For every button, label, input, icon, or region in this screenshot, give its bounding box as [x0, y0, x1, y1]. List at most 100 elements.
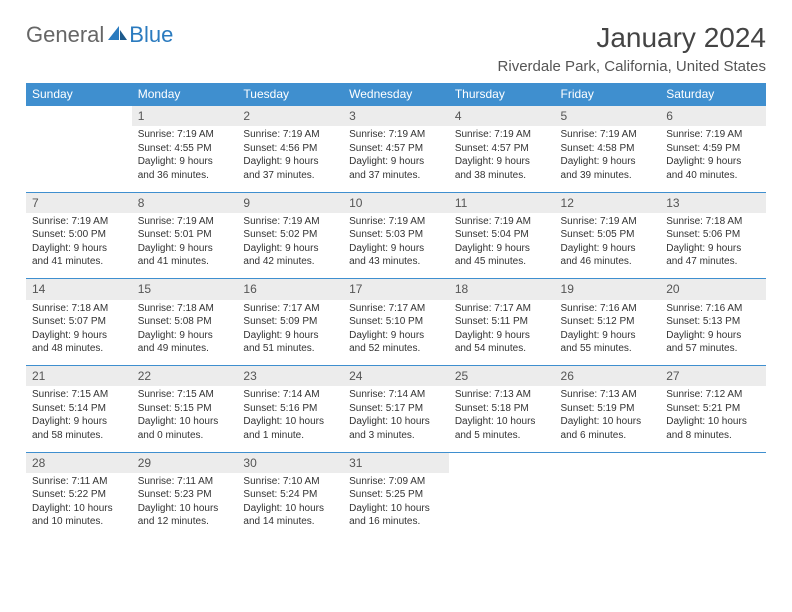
day-info-cell: Sunrise: 7:13 AMSunset: 5:19 PMDaylight:… — [555, 386, 661, 452]
sunset-text: Sunset: 5:15 PM — [138, 402, 232, 416]
sunrise-text: Sunrise: 7:19 AM — [32, 215, 126, 229]
day-number-cell: 18 — [449, 279, 555, 300]
day-info-cell: Sunrise: 7:17 AMSunset: 5:10 PMDaylight:… — [343, 300, 449, 366]
sunrise-text: Sunrise: 7:09 AM — [349, 475, 443, 489]
logo-text-2: Blue — [129, 22, 173, 48]
day-number-cell: 24 — [343, 366, 449, 387]
sunset-text: Sunset: 5:11 PM — [455, 315, 549, 329]
daylight-text: Daylight: 10 hours and 5 minutes. — [455, 415, 549, 442]
daylight-text: Daylight: 9 hours and 52 minutes. — [349, 329, 443, 356]
sunrise-text: Sunrise: 7:14 AM — [243, 388, 337, 402]
sunrise-text: Sunrise: 7:17 AM — [349, 302, 443, 316]
day-number-cell: 1 — [132, 106, 238, 127]
day-info-cell: Sunrise: 7:10 AMSunset: 5:24 PMDaylight:… — [237, 473, 343, 539]
sunrise-text: Sunrise: 7:11 AM — [32, 475, 126, 489]
day-number-cell: 26 — [555, 366, 661, 387]
weekday-header: Thursday — [449, 83, 555, 106]
sunrise-text: Sunrise: 7:18 AM — [32, 302, 126, 316]
sunrise-text: Sunrise: 7:14 AM — [349, 388, 443, 402]
daynum-row: 14151617181920 — [26, 279, 766, 300]
sunset-text: Sunset: 4:58 PM — [561, 142, 655, 156]
daynum-row: 123456 — [26, 106, 766, 127]
day-info-cell: Sunrise: 7:17 AMSunset: 5:11 PMDaylight:… — [449, 300, 555, 366]
info-row: Sunrise: 7:19 AMSunset: 4:55 PMDaylight:… — [26, 126, 766, 192]
sunrise-text: Sunrise: 7:19 AM — [138, 128, 232, 142]
day-info-cell: Sunrise: 7:19 AMSunset: 4:59 PMDaylight:… — [660, 126, 766, 192]
sunrise-text: Sunrise: 7:19 AM — [666, 128, 760, 142]
day-number-cell: 15 — [132, 279, 238, 300]
day-info-cell: Sunrise: 7:13 AMSunset: 5:18 PMDaylight:… — [449, 386, 555, 452]
day-number-cell: 29 — [132, 452, 238, 473]
sunset-text: Sunset: 5:24 PM — [243, 488, 337, 502]
daylight-text: Daylight: 9 hours and 51 minutes. — [243, 329, 337, 356]
day-number-cell: 19 — [555, 279, 661, 300]
day-info-cell: Sunrise: 7:19 AMSunset: 4:58 PMDaylight:… — [555, 126, 661, 192]
sunset-text: Sunset: 5:14 PM — [32, 402, 126, 416]
weekday-header: Monday — [132, 83, 238, 106]
sunrise-text: Sunrise: 7:17 AM — [243, 302, 337, 316]
sunset-text: Sunset: 5:01 PM — [138, 228, 232, 242]
day-number-cell — [660, 452, 766, 473]
daylight-text: Daylight: 9 hours and 45 minutes. — [455, 242, 549, 269]
info-row: Sunrise: 7:18 AMSunset: 5:07 PMDaylight:… — [26, 300, 766, 366]
sunrise-text: Sunrise: 7:19 AM — [243, 215, 337, 229]
sunrise-text: Sunrise: 7:19 AM — [455, 128, 549, 142]
sunrise-text: Sunrise: 7:11 AM — [138, 475, 232, 489]
info-row: Sunrise: 7:11 AMSunset: 5:22 PMDaylight:… — [26, 473, 766, 539]
sunset-text: Sunset: 4:56 PM — [243, 142, 337, 156]
sunrise-text: Sunrise: 7:12 AM — [666, 388, 760, 402]
daylight-text: Daylight: 10 hours and 14 minutes. — [243, 502, 337, 529]
sunrise-text: Sunrise: 7:19 AM — [243, 128, 337, 142]
day-number-cell: 30 — [237, 452, 343, 473]
day-info-cell: Sunrise: 7:19 AMSunset: 5:04 PMDaylight:… — [449, 213, 555, 279]
day-info-cell: Sunrise: 7:11 AMSunset: 5:23 PMDaylight:… — [132, 473, 238, 539]
day-info-cell: Sunrise: 7:12 AMSunset: 5:21 PMDaylight:… — [660, 386, 766, 452]
day-number-cell: 2 — [237, 106, 343, 127]
sunset-text: Sunset: 5:02 PM — [243, 228, 337, 242]
day-number-cell — [26, 106, 132, 127]
day-info-cell: Sunrise: 7:19 AMSunset: 5:00 PMDaylight:… — [26, 213, 132, 279]
sunset-text: Sunset: 5:08 PM — [138, 315, 232, 329]
daylight-text: Daylight: 9 hours and 49 minutes. — [138, 329, 232, 356]
daylight-text: Daylight: 9 hours and 43 minutes. — [349, 242, 443, 269]
day-number-cell: 8 — [132, 192, 238, 213]
sunset-text: Sunset: 4:55 PM — [138, 142, 232, 156]
info-row: Sunrise: 7:15 AMSunset: 5:14 PMDaylight:… — [26, 386, 766, 452]
info-row: Sunrise: 7:19 AMSunset: 5:00 PMDaylight:… — [26, 213, 766, 279]
day-number-cell: 10 — [343, 192, 449, 213]
daylight-text: Daylight: 9 hours and 58 minutes. — [32, 415, 126, 442]
daylight-text: Daylight: 10 hours and 8 minutes. — [666, 415, 760, 442]
sunrise-text: Sunrise: 7:16 AM — [666, 302, 760, 316]
day-number-cell: 25 — [449, 366, 555, 387]
sunrise-text: Sunrise: 7:13 AM — [561, 388, 655, 402]
day-info-cell — [660, 473, 766, 539]
sunset-text: Sunset: 4:57 PM — [455, 142, 549, 156]
daynum-row: 28293031 — [26, 452, 766, 473]
day-number-cell: 6 — [660, 106, 766, 127]
sunrise-text: Sunrise: 7:18 AM — [138, 302, 232, 316]
day-info-cell: Sunrise: 7:19 AMSunset: 5:02 PMDaylight:… — [237, 213, 343, 279]
day-info-cell: Sunrise: 7:19 AMSunset: 4:55 PMDaylight:… — [132, 126, 238, 192]
daylight-text: Daylight: 10 hours and 1 minute. — [243, 415, 337, 442]
day-number-cell: 20 — [660, 279, 766, 300]
day-info-cell: Sunrise: 7:18 AMSunset: 5:08 PMDaylight:… — [132, 300, 238, 366]
day-info-cell: Sunrise: 7:19 AMSunset: 4:57 PMDaylight:… — [343, 126, 449, 192]
sunset-text: Sunset: 5:19 PM — [561, 402, 655, 416]
sunrise-text: Sunrise: 7:13 AM — [455, 388, 549, 402]
logo-text-1: General — [26, 22, 104, 48]
weekday-header: Wednesday — [343, 83, 449, 106]
sunrise-text: Sunrise: 7:16 AM — [561, 302, 655, 316]
day-number-cell: 16 — [237, 279, 343, 300]
day-number-cell: 17 — [343, 279, 449, 300]
calendar-table: SundayMondayTuesdayWednesdayThursdayFrid… — [26, 83, 766, 539]
day-number-cell — [555, 452, 661, 473]
sunset-text: Sunset: 4:59 PM — [666, 142, 760, 156]
daylight-text: Daylight: 9 hours and 48 minutes. — [32, 329, 126, 356]
day-number-cell: 13 — [660, 192, 766, 213]
day-info-cell: Sunrise: 7:16 AMSunset: 5:12 PMDaylight:… — [555, 300, 661, 366]
weekday-header: Friday — [555, 83, 661, 106]
day-number-cell: 28 — [26, 452, 132, 473]
sunrise-text: Sunrise: 7:19 AM — [349, 215, 443, 229]
daylight-text: Daylight: 9 hours and 47 minutes. — [666, 242, 760, 269]
day-number-cell: 12 — [555, 192, 661, 213]
